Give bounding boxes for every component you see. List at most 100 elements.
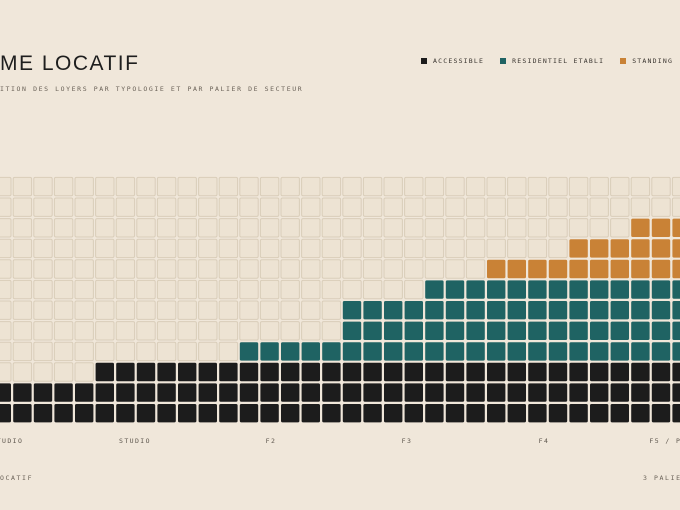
waffle-cell-empty	[486, 238, 506, 259]
waffle-cell-etabli	[548, 342, 568, 361]
chart-subtitle: ITION DES LOYERS PAR TYPOLOGIE ET PAR PA…	[0, 85, 304, 93]
waffle-cell-empty	[280, 300, 300, 320]
waffle-cell-empty	[74, 321, 94, 341]
waffle-cell-empty	[239, 259, 259, 279]
waffle-cell-accessible	[466, 404, 485, 423]
waffle-cell-standing	[487, 259, 506, 279]
waffle-cell-accessible	[239, 404, 259, 423]
waffle-cell-accessible	[466, 383, 485, 402]
waffle-cell-empty	[218, 197, 239, 217]
waffle-cell-empty	[404, 238, 424, 259]
waffle-cell-empty	[465, 176, 486, 197]
waffle-cell-empty	[0, 300, 12, 320]
waffle-cell-empty	[0, 321, 12, 341]
waffle-cell-accessible	[487, 362, 506, 382]
waffle-cell-accessible	[281, 362, 300, 382]
waffle-cell-etabli	[487, 280, 506, 299]
waffle-cell-accessible	[178, 404, 197, 423]
waffle-cell-standing	[672, 259, 680, 279]
waffle-cell-empty	[568, 197, 589, 217]
waffle-cell-empty	[342, 218, 362, 238]
waffle-cell-empty	[198, 279, 218, 300]
waffle-cell-empty	[301, 321, 321, 341]
waffle-cell-etabli	[342, 321, 362, 340]
waffle-cell-etabli	[528, 342, 547, 361]
legend-label-etabli: RESIDENTIEL ETABLI	[512, 57, 605, 65]
waffle-cell-etabli	[569, 321, 588, 340]
waffle-cell-empty	[321, 238, 342, 259]
waffle-cell-empty	[486, 197, 506, 217]
waffle-cell-standing	[590, 239, 609, 258]
waffle-cell-etabli	[631, 321, 650, 340]
waffle-cell-empty	[12, 176, 33, 197]
waffle-cell-empty	[12, 197, 33, 217]
waffle-cell-accessible	[425, 362, 444, 382]
waffle-cell-empty	[95, 279, 115, 300]
waffle-cell-etabli	[590, 280, 609, 299]
waffle-cell-accessible	[33, 383, 53, 402]
waffle-cell-empty	[156, 279, 177, 300]
waffle-cell-empty	[301, 176, 321, 197]
legend-item-standing: STANDING	[620, 57, 673, 65]
waffle-cell-accessible	[445, 362, 465, 382]
waffle-cell-empty	[445, 218, 465, 238]
waffle-cell-empty	[630, 176, 651, 197]
waffle-cell-etabli	[507, 342, 526, 361]
waffle-cell-empty	[651, 176, 671, 197]
waffle-cell-etabli	[425, 301, 444, 320]
waffle-cell-empty	[568, 218, 589, 238]
waffle-cell-empty	[33, 218, 53, 238]
waffle-cell-accessible	[569, 404, 588, 423]
waffle-cell-empty	[156, 218, 177, 238]
waffle-cell-empty	[177, 176, 197, 197]
waffle-cell-etabli	[445, 280, 465, 299]
waffle-cell-empty	[136, 279, 156, 300]
waffle-cell-empty	[548, 218, 568, 238]
waffle-cell-empty	[0, 218, 12, 238]
waffle-cell-etabli	[487, 301, 506, 320]
waffle-cell-etabli	[466, 280, 485, 299]
waffle-cell-accessible	[487, 404, 506, 423]
waffle-cell-empty	[445, 176, 465, 197]
waffle-cell-accessible	[301, 383, 320, 402]
waffle-cell-accessible	[363, 404, 382, 423]
waffle-cell-standing	[528, 259, 547, 279]
waffle-cell-accessible	[466, 362, 485, 382]
waffle-cell-empty	[465, 197, 486, 217]
waffle-cell-empty	[33, 279, 53, 300]
waffle-cell-accessible	[75, 404, 94, 423]
waffle-cell-etabli	[672, 301, 680, 320]
waffle-cell-etabli	[507, 321, 526, 340]
waffle-cell-empty	[74, 259, 94, 279]
waffle-cell-accessible	[507, 383, 526, 402]
waffle-cell-accessible	[239, 362, 259, 382]
waffle-cell-accessible	[590, 404, 609, 423]
waffle-cell-empty	[33, 300, 53, 320]
waffle-cell-etabli	[445, 342, 465, 361]
waffle-cell-empty	[95, 218, 115, 238]
waffle-cell-accessible	[136, 362, 156, 382]
waffle-cell-empty	[12, 300, 33, 320]
waffle-cell-empty	[33, 321, 53, 341]
waffle-cell-accessible	[548, 404, 568, 423]
waffle-cell-empty	[136, 300, 156, 320]
waffle-cell-etabli	[384, 342, 403, 361]
waffle-cell-accessible	[239, 383, 259, 402]
waffle-cell-empty	[33, 362, 53, 382]
waffle-cell-etabli	[363, 321, 382, 340]
waffle-cell-empty	[424, 238, 445, 259]
waffle-cell-empty	[280, 259, 300, 279]
waffle-cell-empty	[239, 176, 259, 197]
waffle-cell-empty	[156, 259, 177, 279]
waffle-cell-empty	[177, 197, 197, 217]
waffle-cell-empty	[95, 321, 115, 341]
waffle-cell-standing	[610, 239, 629, 258]
waffle-cell-empty	[404, 279, 424, 300]
waffle-cell-empty	[74, 197, 94, 217]
waffle-cell-empty	[342, 197, 362, 217]
waffle-cell-empty	[53, 197, 74, 217]
waffle-cell-standing	[672, 218, 680, 237]
waffle-cell-empty	[95, 259, 115, 279]
waffle-cell-empty	[156, 238, 177, 259]
waffle-cell-empty	[0, 238, 12, 259]
